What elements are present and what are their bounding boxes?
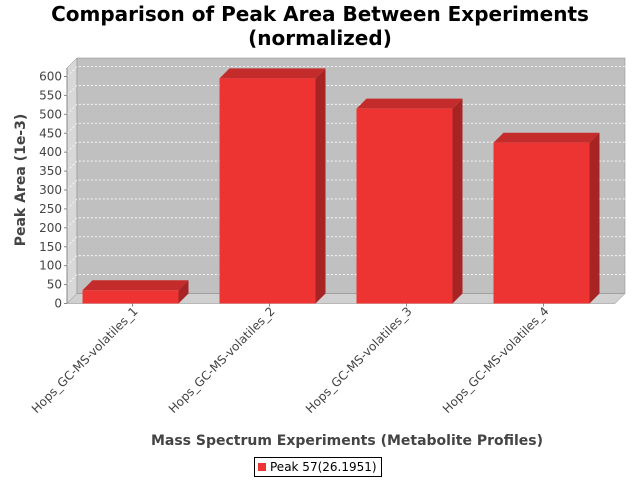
- bar-side-face: [589, 132, 600, 304]
- bar-top-face: [493, 132, 600, 143]
- bars: [82, 68, 600, 304]
- bar-3: [356, 98, 463, 304]
- bar-top-face: [356, 98, 463, 109]
- bar-front-face: [82, 290, 179, 304]
- y-tick-label: 250: [39, 202, 62, 216]
- bar-top-face: [219, 68, 326, 79]
- y-tick-label: 300: [39, 183, 62, 197]
- bar-front-face: [219, 78, 316, 304]
- bar-front-face: [356, 108, 453, 304]
- bar-2: [219, 68, 326, 304]
- gridline: [66, 85, 625, 96]
- chart-title-line-1: Comparison of Peak Area Between Experime…: [51, 2, 589, 26]
- x-tick-label: Hops_GC-MS-volatiles_3: [303, 304, 415, 416]
- y-tick-label: 100: [39, 259, 62, 273]
- y-tick-label: 200: [39, 221, 62, 235]
- bar-front-face: [493, 142, 590, 304]
- bar-side-face: [178, 280, 189, 304]
- bar-side-face: [315, 68, 326, 304]
- y-axis-title: Peak Area (1e-3): [13, 114, 29, 247]
- gridline: [66, 217, 625, 229]
- y-tick-label: 550: [39, 88, 62, 102]
- y-tick-label: 350: [39, 164, 62, 178]
- gridline: [66, 160, 625, 172]
- y-tick-label: 600: [39, 70, 62, 84]
- gridline: [66, 103, 625, 115]
- gridline: [66, 122, 625, 134]
- y-tick-label: 50: [47, 278, 62, 292]
- gridline: [66, 255, 625, 266]
- chart-title-line-2: (normalized): [248, 26, 392, 50]
- gridline: [66, 236, 625, 248]
- gridline: [66, 274, 625, 285]
- y-tick-label: 150: [39, 240, 62, 254]
- gridline: [66, 198, 625, 210]
- bar-1: [82, 280, 189, 304]
- chart-title: Comparison of Peak Area Between Experime…: [0, 2, 640, 50]
- x-tick-label: Hops_GC-MS-volatiles_4: [440, 304, 552, 416]
- bar-side-face: [452, 98, 463, 304]
- x-axis-title: Mass Spectrum Experiments (Metabolite Pr…: [151, 433, 543, 449]
- left-wall: [66, 57, 78, 305]
- y-tick-label: 0: [54, 297, 62, 311]
- gridline: [66, 66, 625, 77]
- x-tick-label: Hops_GC-MS-volatiles_1: [29, 304, 141, 416]
- y-tick-label: 500: [39, 107, 62, 121]
- legend: Peak 57(26.1951): [254, 457, 382, 477]
- gridline: [66, 179, 625, 191]
- bar-4: [493, 132, 600, 304]
- y-axis-ticks: 0 50 100 150 200 250 300 350 400 450 500 550 600: [39, 68, 68, 311]
- bar-top-face: [82, 280, 189, 291]
- legend-swatch: [258, 463, 266, 471]
- y-tick-label: 450: [39, 126, 62, 140]
- x-tick-label: Hops_GC-MS-volatiles_2: [166, 304, 278, 416]
- x-axis-ticks: Hops_GC-MS-volatiles_1 Hops_GC-MS-volatil…: [29, 303, 552, 416]
- legend-label: Peak 57(26.1951): [270, 460, 377, 474]
- gridline: [66, 141, 625, 153]
- y-tick-label: 400: [39, 145, 62, 159]
